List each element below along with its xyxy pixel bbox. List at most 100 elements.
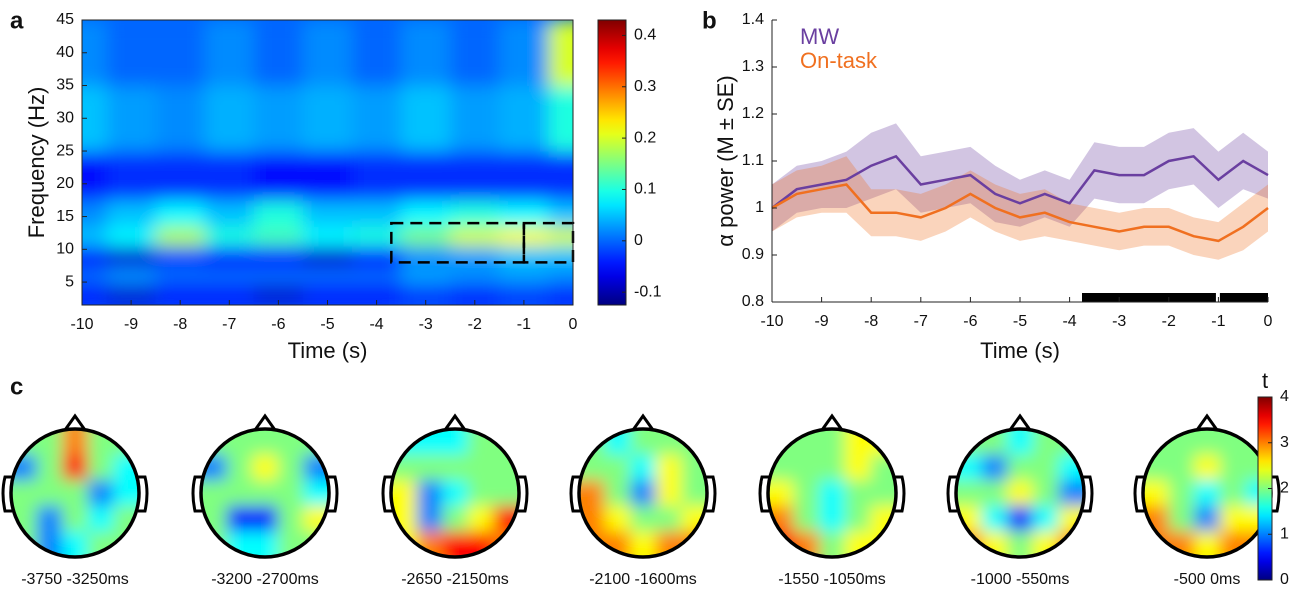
heatmap-cell: [82, 200, 108, 227]
heatmap-cell: [253, 85, 304, 152]
topo-cell: [1168, 480, 1195, 507]
colorbar-tick-label: 0.4: [634, 27, 656, 44]
heatmap-cell: [352, 85, 402, 152]
topo-cell: [1168, 505, 1195, 532]
topo-cell: [655, 429, 682, 456]
x-tick-label: -10: [70, 316, 93, 333]
heatmap-cell: [548, 20, 573, 87]
topo-cell: [630, 429, 657, 456]
topo-cell: [1143, 480, 1170, 507]
topo-cell: [579, 480, 606, 507]
topo-cell: [819, 480, 846, 507]
heatmap-cell: [204, 246, 255, 267]
heatmap-cell: [106, 246, 157, 267]
head-ear: [1270, 475, 1281, 513]
heatmap-cell: [106, 285, 157, 305]
x-axis-label: Time (s): [980, 338, 1060, 363]
head-ear: [328, 475, 339, 513]
topo-cell: [1143, 429, 1170, 456]
topo-cell: [579, 531, 606, 557]
colorbar-title: t: [1262, 368, 1268, 393]
topo-cell: [1194, 429, 1221, 456]
head-label: -3750 -3250ms: [21, 571, 129, 588]
colorbar-tick-label: 0: [1280, 571, 1289, 588]
heatmap-cell: [106, 226, 157, 247]
heatmap-cell: [450, 285, 500, 305]
y-tick-label: 1.3: [742, 58, 764, 75]
heatmap-cell: [155, 85, 206, 152]
colorbar-tick-label: 0.1: [634, 181, 656, 198]
topo-cell: [956, 429, 983, 456]
topo-cell: [1032, 480, 1059, 507]
topo-cell: [113, 531, 139, 557]
heatmap-cell: [253, 285, 304, 305]
topo-cell: [36, 480, 63, 507]
y-tick-label: 15: [56, 208, 74, 225]
topo-cell: [1143, 531, 1170, 557]
topo-cell: [1032, 505, 1059, 532]
topo-cell: [493, 480, 519, 507]
heatmap-cell: [253, 246, 304, 267]
head-map: [201, 429, 329, 557]
topo-cell: [1007, 454, 1034, 481]
x-tick-label: -7: [914, 313, 928, 330]
head-ear: [895, 475, 906, 513]
head-clip: [201, 429, 329, 557]
topo-cell: [1007, 429, 1034, 456]
topo-cell: [201, 531, 228, 557]
heatmap-cell: [253, 226, 304, 247]
topo-cell: [768, 531, 795, 557]
topo-cell: [681, 480, 707, 507]
topo-cell: [62, 480, 89, 507]
topo-cell: [62, 505, 89, 532]
x-tick-label: -8: [173, 316, 187, 333]
y-tick-label: 30: [56, 109, 74, 126]
heatmap-cell: [401, 285, 451, 305]
topo-cell: [655, 505, 682, 532]
head-ear: [518, 475, 529, 513]
line: [771, 154, 1269, 209]
topo-cell: [793, 480, 820, 507]
x-tick-label: -5: [1013, 313, 1027, 330]
topo-cell: [467, 480, 494, 507]
error-band: [772, 123, 1268, 232]
topo-cell: [604, 454, 631, 481]
topo-cell: [793, 454, 820, 481]
heatmap-cell: [204, 226, 255, 247]
topo-cell: [416, 480, 443, 507]
heatmap-cell: [352, 246, 402, 267]
topo-cell: [442, 454, 469, 481]
heatmap-cell: [106, 265, 157, 286]
heatmap-cell: [204, 20, 255, 87]
heatmap-cell: [204, 285, 255, 305]
x-tick-label: -4: [1062, 313, 1076, 330]
x-tick-label: -6: [963, 313, 977, 330]
topo-cell: [442, 505, 469, 532]
head-label: -2650 -2150ms: [401, 571, 509, 588]
x-tick-label: -7: [222, 316, 236, 333]
head-label: -1550 -1050ms: [778, 571, 886, 588]
heatmap-cell: [499, 151, 549, 201]
topo-cell: [87, 531, 114, 557]
topo-cell: [630, 454, 657, 481]
topo-cell: [981, 480, 1008, 507]
topo-cell: [981, 454, 1008, 481]
heatmap-cell: [548, 246, 573, 267]
head-map: [956, 429, 1084, 557]
significance-bar: [1082, 293, 1216, 302]
x-tick-label: -3: [1112, 313, 1126, 330]
y-tick-label: 35: [56, 77, 74, 94]
head-label: -3200 -2700ms: [211, 571, 319, 588]
topo-cell: [442, 429, 469, 456]
x-tick-label: -2: [468, 316, 482, 333]
panel-label: c: [10, 373, 23, 400]
heatmap-cell: [82, 151, 108, 201]
heatmap-cell: [155, 226, 206, 247]
topo-cell: [956, 531, 983, 557]
topo-cell: [844, 505, 871, 532]
topo-cell: [36, 454, 63, 481]
topo-cell: [36, 505, 63, 532]
topo-cell: [630, 531, 657, 557]
heatmap-cell: [204, 151, 255, 201]
colorbar-tick-label: 1: [1280, 525, 1289, 542]
